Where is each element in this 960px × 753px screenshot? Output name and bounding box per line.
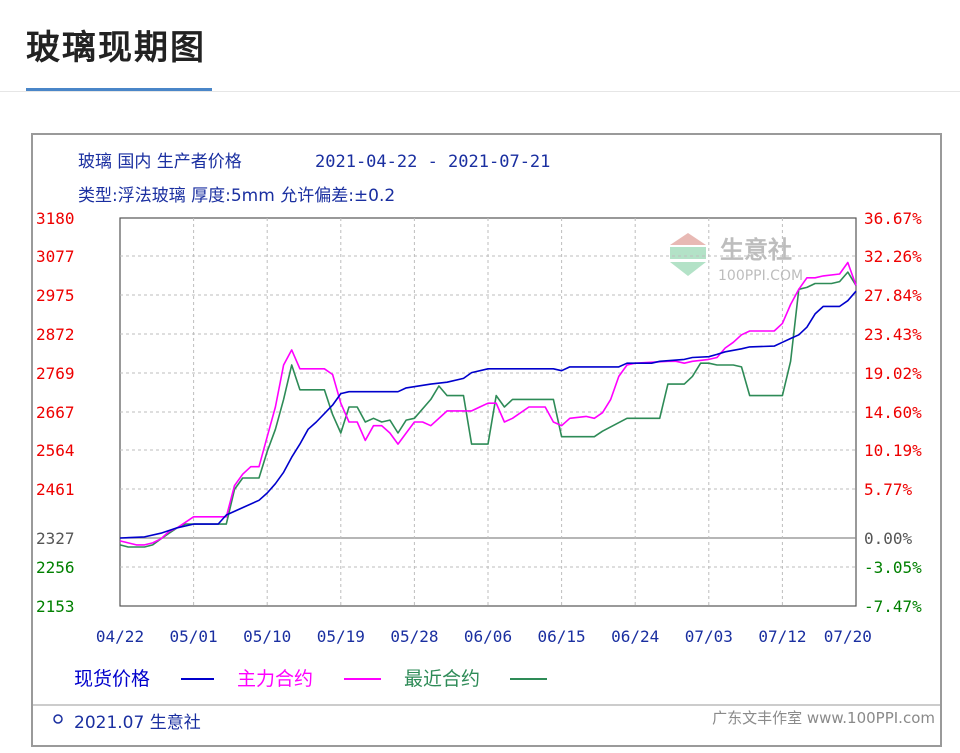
series-line-nearest xyxy=(119,271,857,548)
logo-base-icon xyxy=(670,262,706,276)
legend: 现货价格 主力合约 最近合约 xyxy=(74,668,547,690)
page-title: 玻璃现期图 xyxy=(26,28,206,68)
y-right-tick-label: 19.02% xyxy=(864,364,922,383)
credit-text: 广东文丰作室 www.100PPI.com xyxy=(712,709,935,727)
x-tick-label: 05/19 xyxy=(317,627,365,646)
x-tick-label: 06/06 xyxy=(464,627,512,646)
y-left-tick-label: 2769 xyxy=(36,364,75,383)
y-right-tick-label: 10.19% xyxy=(864,441,922,460)
x-tick-label: 05/10 xyxy=(243,627,291,646)
series-line-main xyxy=(119,261,857,546)
y-left-tick-label: 2872 xyxy=(36,325,75,344)
y-right-tick-label: 0.00% xyxy=(864,529,913,548)
y-left-tick-label: 2975 xyxy=(36,286,75,305)
y-right-tick-label: 23.43% xyxy=(864,325,922,344)
x-tick-label: 06/24 xyxy=(611,627,659,646)
axis-layer: 3180 36.67% 3077 32.26% 2975 27.84% 2872 23.43%… xyxy=(36,209,922,646)
x-tick-label: 07/03 xyxy=(685,627,733,646)
footer-text: 2021.07 生意社 xyxy=(74,713,201,733)
logo-roof-icon xyxy=(670,233,706,245)
y-left-tick-label: 3180 xyxy=(36,209,75,228)
y-left-tick-label: 3077 xyxy=(36,247,75,266)
chart-frame xyxy=(31,133,942,747)
chart-header-line1: 玻璃 国内 生产者价格 xyxy=(78,152,242,172)
y-left-tick-label: 2327 xyxy=(36,529,75,548)
grid-layer xyxy=(119,217,857,607)
legend-label-main: 主力合约 xyxy=(237,668,313,690)
y-right-tick-label: 14.60% xyxy=(864,403,922,422)
x-tick-label: 05/01 xyxy=(170,627,218,646)
copyright-icon xyxy=(53,714,63,724)
y-left-tick-label: 2461 xyxy=(36,480,75,499)
x-tick-label: 04/22 xyxy=(96,627,144,646)
legend-label-spot: 现货价格 xyxy=(74,668,150,690)
y-left-tick-label: 2256 xyxy=(36,558,75,577)
y-right-tick-label: 32.26% xyxy=(864,247,922,266)
series-line-spot xyxy=(119,290,857,539)
x-tick-label: 05/28 xyxy=(390,627,438,646)
logo-band-icon xyxy=(670,247,706,259)
title-divider xyxy=(0,91,960,92)
x-tick-label: 07/12 xyxy=(758,627,806,646)
y-right-tick-label: -3.05% xyxy=(864,558,922,577)
y-right-tick-label: 27.84% xyxy=(864,286,922,305)
legend-label-nearest: 最近合约 xyxy=(404,668,480,690)
watermark-brand: 生意社 xyxy=(720,236,792,264)
x-tick-label: 07/20 xyxy=(824,627,872,646)
chart-date-range: 2021-04-22 - 2021-07-21 xyxy=(315,152,550,172)
title-underline xyxy=(26,88,212,91)
y-left-tick-label: 2153 xyxy=(36,597,75,616)
y-right-tick-label: -7.47% xyxy=(864,597,922,616)
y-right-tick-label: 5.77% xyxy=(864,480,913,499)
chart-header-line2: 类型:浮法玻璃 厚度:5mm 允许偏差:±0.2 xyxy=(78,186,395,206)
watermark-logo xyxy=(670,233,706,276)
series-layer xyxy=(119,261,857,548)
watermark-url: 100PPI.COM xyxy=(718,268,803,284)
y-left-tick-label: 2564 xyxy=(36,441,75,460)
y-right-tick-label: 36.67% xyxy=(864,209,922,228)
x-tick-label: 06/15 xyxy=(538,627,586,646)
y-left-tick-label: 2667 xyxy=(36,403,75,422)
